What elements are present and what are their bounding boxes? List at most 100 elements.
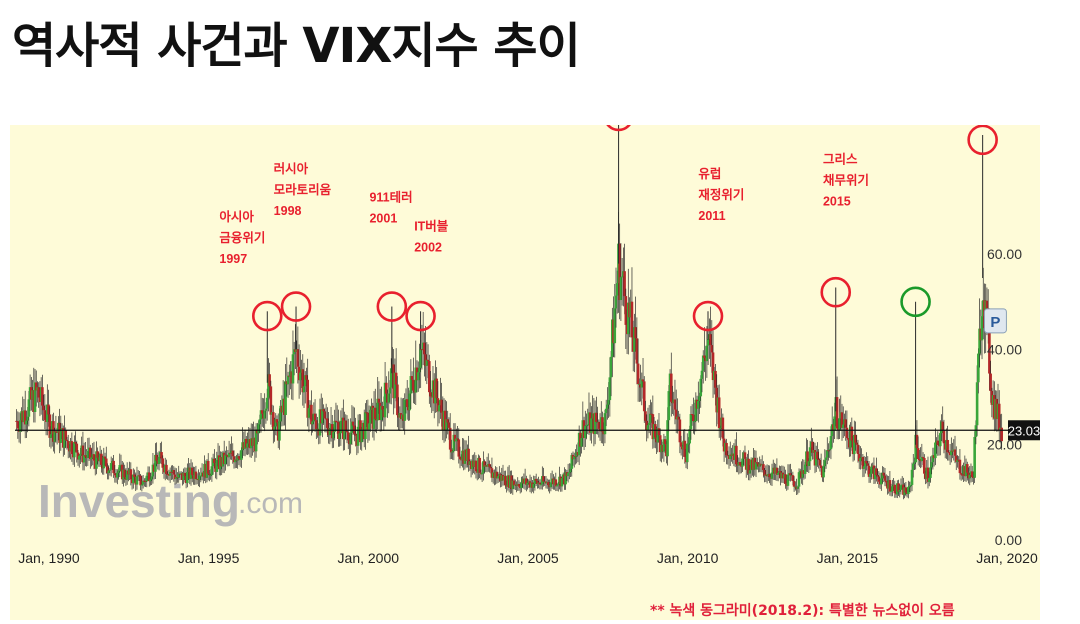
- candle-body: [807, 461, 811, 467]
- candle-body: [376, 398, 380, 421]
- candle-body: [455, 438, 458, 442]
- candle-body: [620, 276, 624, 278]
- candle-body: [539, 484, 543, 486]
- event-circle: [251, 300, 283, 332]
- candle-body: [435, 378, 438, 399]
- candle-body: [66, 440, 70, 449]
- candle-body: [394, 372, 398, 385]
- candle-body: [569, 468, 572, 473]
- candle-body: [728, 454, 732, 459]
- candle-body: [608, 377, 612, 401]
- candle-body: [597, 421, 601, 429]
- candle-body: [958, 459, 962, 474]
- candle-body: [49, 434, 53, 438]
- candle-body: [96, 451, 99, 458]
- candle-body: [301, 369, 305, 393]
- candle-body: [373, 407, 377, 419]
- candle-body: [693, 421, 696, 423]
- candle-body: [81, 445, 85, 463]
- event-label: 금융위기: [219, 230, 265, 245]
- candle-body: [656, 428, 660, 443]
- candle-body: [227, 452, 231, 458]
- candle-body: [570, 454, 574, 469]
- price-badge-label: P: [990, 314, 1000, 331]
- candle-body: [572, 456, 576, 460]
- candle-body: [383, 382, 387, 418]
- candle-body: [934, 442, 937, 459]
- candle-body: [947, 452, 951, 454]
- candle-body: [564, 472, 567, 485]
- candle-body: [389, 368, 393, 388]
- candle-body: [717, 397, 721, 429]
- candle-body: [946, 439, 949, 453]
- candle-body: [683, 440, 687, 457]
- candle-body: [259, 410, 263, 420]
- candle-body: [595, 412, 598, 422]
- x-tick-label: Jan, 2005: [497, 550, 559, 566]
- candle-body: [339, 420, 343, 434]
- candle-body: [16, 421, 20, 429]
- candle-body: [504, 475, 507, 485]
- candle-body: [103, 456, 107, 459]
- candle-body: [117, 470, 120, 473]
- candle-body: [366, 412, 370, 430]
- candle-body: [641, 379, 645, 382]
- candle-body: [615, 283, 619, 296]
- candle-body: [916, 448, 920, 459]
- candle-body: [663, 439, 667, 445]
- candle-body: [457, 439, 461, 457]
- candle-body: [889, 491, 893, 493]
- candle-body: [970, 471, 974, 478]
- candle-body: [696, 400, 700, 409]
- candle-body: [673, 399, 677, 410]
- candle-body: [880, 478, 883, 485]
- candle-body: [186, 472, 189, 484]
- y-tick-label: 0.00: [995, 532, 1022, 548]
- candle-body: [941, 421, 945, 431]
- candle-body: [784, 474, 787, 484]
- candle-body: [257, 424, 260, 434]
- candle-body: [829, 436, 833, 450]
- candle-body: [436, 398, 440, 412]
- candle-body: [604, 408, 608, 414]
- candle-body: [961, 474, 964, 476]
- candle-body: [194, 471, 198, 480]
- candle-body: [416, 372, 420, 381]
- candle-body: [190, 467, 194, 476]
- candle-body: [419, 349, 423, 368]
- candle-body: [583, 425, 587, 438]
- candle-body: [974, 425, 978, 437]
- candle-body: [910, 469, 914, 485]
- candle-body: [123, 469, 126, 478]
- candle-body: [144, 480, 147, 482]
- candle-body: [380, 406, 383, 421]
- event-label: 2015: [823, 195, 851, 209]
- candle-body: [549, 482, 553, 488]
- candle-body: [224, 454, 227, 465]
- candle-body: [975, 382, 979, 426]
- y-tick-label: 20.00: [987, 437, 1022, 453]
- candle-body: [714, 370, 717, 388]
- candle-body: [59, 431, 63, 443]
- candle-body: [856, 444, 860, 454]
- candle-body: [560, 477, 564, 487]
- candle-body: [198, 475, 201, 481]
- candle-body: [286, 375, 290, 385]
- candle-body: [840, 412, 844, 428]
- candle-body: [387, 393, 391, 403]
- candle-body: [480, 472, 484, 475]
- candle-body: [48, 414, 52, 438]
- candle-body: [367, 423, 371, 430]
- candle-body: [489, 466, 493, 469]
- candle-body: [936, 440, 940, 445]
- candle-body: [618, 243, 621, 301]
- candle-body: [931, 455, 935, 463]
- candle-body: [334, 420, 338, 422]
- candle-body: [65, 439, 69, 441]
- candle-body: [268, 374, 271, 387]
- event-label: 러시아: [274, 161, 309, 176]
- candle-body: [538, 482, 542, 485]
- candle-body: [923, 457, 926, 474]
- candle-body: [354, 433, 357, 436]
- candle-body: [791, 475, 795, 481]
